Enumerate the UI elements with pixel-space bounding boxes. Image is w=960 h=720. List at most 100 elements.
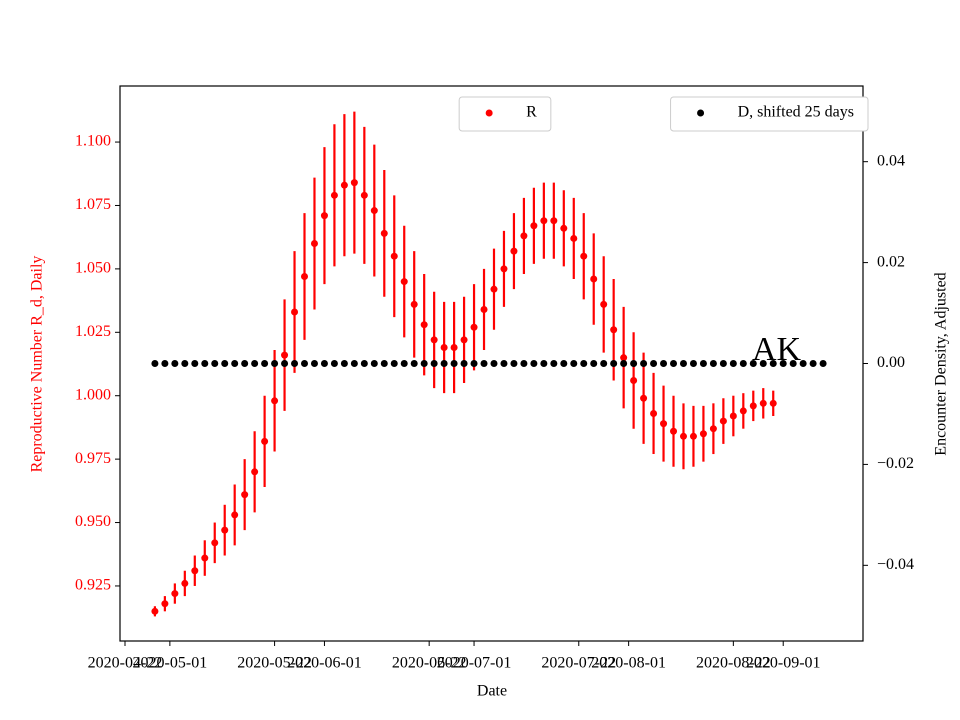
legend-marker [485, 109, 493, 117]
point [221, 360, 229, 367]
point [241, 491, 249, 499]
point [729, 360, 737, 367]
point [390, 360, 398, 367]
legend-box [670, 96, 869, 132]
point [630, 360, 638, 367]
point [151, 607, 159, 615]
point [679, 432, 687, 440]
point [370, 360, 378, 367]
legend-label: R [526, 104, 537, 121]
point [500, 360, 508, 367]
point [211, 539, 219, 547]
point [430, 360, 438, 367]
point [490, 285, 498, 293]
y2-axis-label: Encounter Density, Adjusted [933, 272, 950, 455]
point [709, 425, 717, 433]
point [310, 360, 318, 367]
point [340, 181, 348, 189]
legend-label: D, shifted 25 days [738, 104, 854, 121]
y-axis-label: Reproductive Number R_d, Daily [29, 256, 46, 473]
point [410, 300, 418, 308]
point [450, 344, 458, 352]
point [640, 360, 648, 367]
point [670, 427, 678, 435]
point [291, 308, 299, 316]
y-tick-label: 1.025 [75, 323, 111, 340]
point [560, 224, 568, 232]
point [221, 526, 229, 534]
point [719, 417, 727, 425]
point [261, 360, 269, 367]
point [679, 360, 687, 367]
point [390, 252, 398, 260]
legend: R [458, 96, 552, 132]
x-tick-label: 2020-07-22 [541, 655, 616, 672]
point [550, 217, 558, 225]
x-tick-label: 2020-06-22 [392, 655, 467, 672]
point [620, 354, 628, 362]
point [460, 336, 468, 344]
point [610, 360, 618, 367]
point [181, 579, 189, 587]
point [660, 360, 668, 367]
point [370, 207, 378, 215]
y2-tick-label: 0.02 [877, 253, 905, 270]
point [191, 567, 199, 575]
point [271, 360, 279, 367]
point [171, 590, 179, 598]
y2-tick-label: −0.02 [877, 455, 914, 472]
point [380, 360, 388, 367]
point [799, 360, 807, 367]
point [201, 360, 209, 367]
point [400, 278, 408, 286]
point [590, 360, 598, 367]
x-tick-label: 2020-04-22 [88, 655, 163, 672]
y-tick-label: 0.925 [75, 577, 111, 594]
x-tick-label: 2020-08-22 [696, 655, 771, 672]
point [271, 397, 279, 405]
point [261, 437, 269, 445]
point [181, 360, 189, 367]
point [560, 360, 568, 367]
point [520, 232, 528, 240]
point [460, 360, 468, 367]
series-0 [151, 111, 777, 617]
y2-tick-label: 0.00 [877, 354, 905, 371]
point [420, 360, 428, 367]
point [400, 360, 408, 367]
point [759, 399, 767, 407]
point [420, 321, 428, 329]
y2-tick-label: −0.04 [877, 556, 914, 573]
point [729, 412, 737, 420]
point [699, 430, 707, 438]
point [470, 323, 478, 331]
point [330, 191, 338, 199]
point [301, 272, 309, 280]
point [570, 360, 578, 367]
point [251, 468, 259, 476]
point [769, 360, 777, 367]
x-tick-label: 2020-07-01 [437, 655, 512, 672]
point [580, 252, 588, 260]
point [191, 360, 199, 367]
point [739, 360, 747, 367]
point [310, 240, 318, 248]
legend-marker [697, 109, 705, 117]
point [610, 326, 618, 334]
point [580, 360, 588, 367]
plot-frame [119, 85, 864, 642]
y-tick-label: 1.075 [75, 196, 111, 213]
point [470, 360, 478, 367]
point [689, 432, 697, 440]
point [440, 360, 448, 367]
point [749, 360, 757, 367]
point [819, 360, 827, 367]
point [291, 360, 299, 367]
point [161, 360, 169, 367]
point [251, 360, 259, 367]
point [719, 360, 727, 367]
point [530, 360, 538, 367]
y-tick-label: 1.100 [75, 133, 111, 150]
point [320, 360, 328, 367]
